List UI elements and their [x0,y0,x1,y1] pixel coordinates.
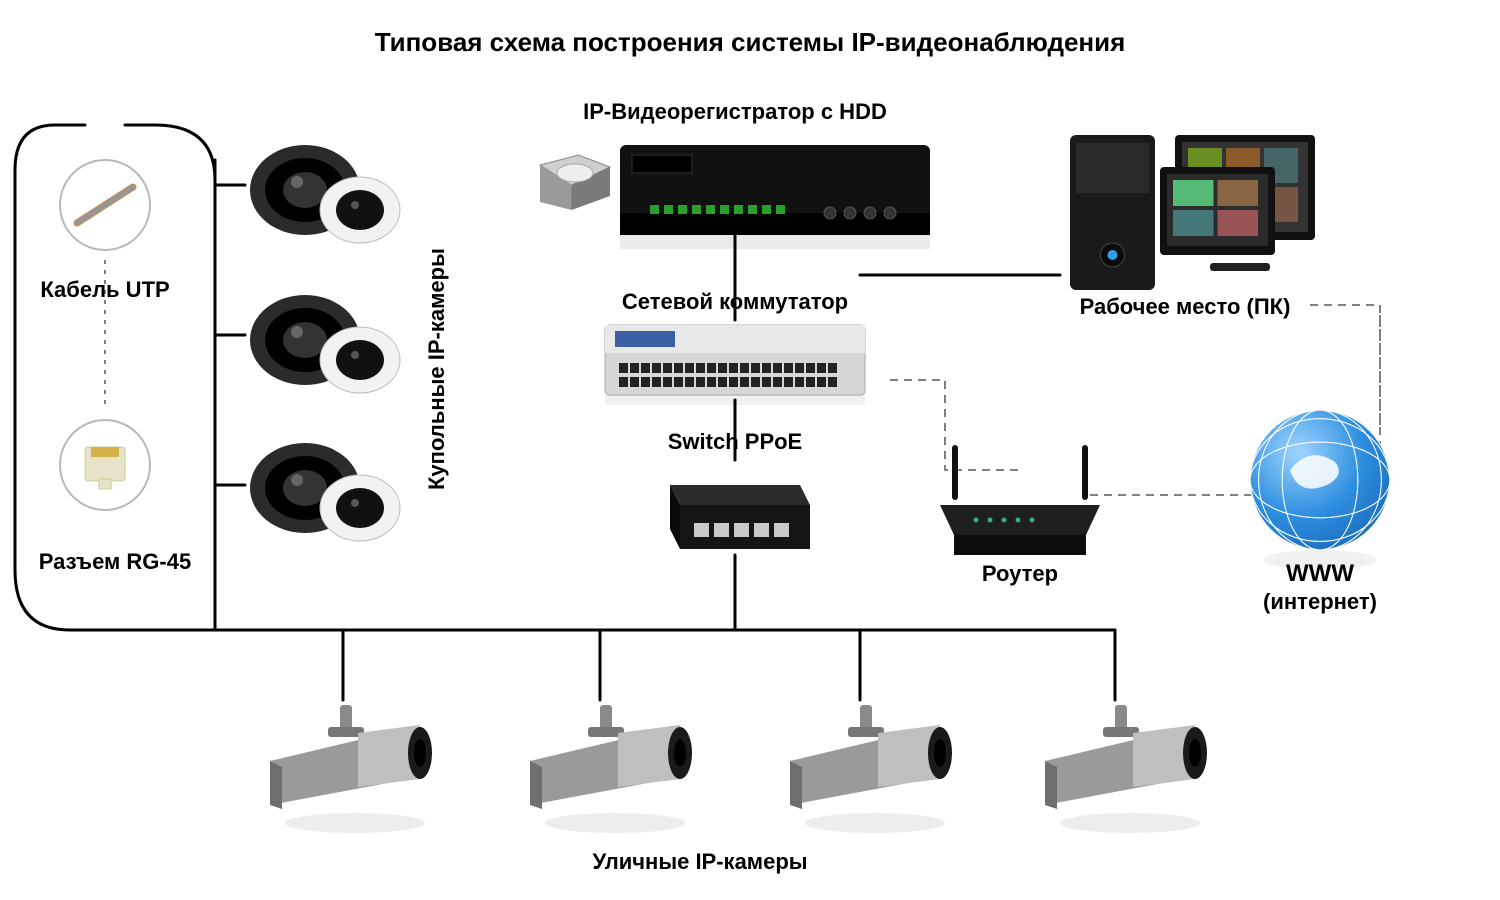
label-www1: WWW [1286,560,1354,588]
label-dome: Купольные IP-камеры [424,230,450,490]
label-switch: Сетевой коммутатор [622,289,848,315]
label-router: Роутер [982,561,1058,587]
label-ppoe: Switch PPoE [668,429,802,455]
diagram-stage: Типовая схема построения системы IP-виде… [0,0,1500,900]
label-workstation: Рабочее место (ПК) [1080,294,1291,320]
diagram-title: Типовая схема построения системы IP-виде… [375,27,1126,58]
label-nvr: IP-Видеорегистратор с HDD [583,99,887,125]
label-outdoor: Уличные IP-камеры [592,849,807,875]
label-utp: Кабель UTP [40,277,169,303]
label-www2: (интернет) [1263,589,1377,615]
label-rj45: Разъем RG-45 [39,549,191,575]
